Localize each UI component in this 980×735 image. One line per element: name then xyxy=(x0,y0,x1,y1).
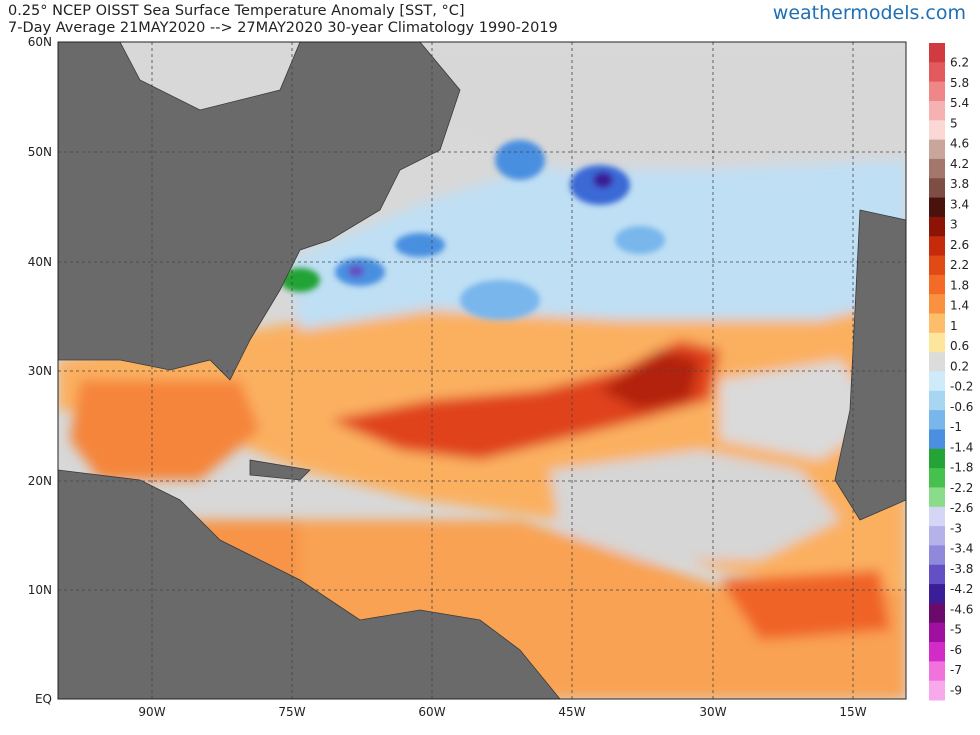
colorbar-label: 1 xyxy=(950,319,958,333)
colorbar-swatch xyxy=(929,603,945,624)
colorbar-label: -0.2 xyxy=(950,380,973,394)
brand-link[interactable]: weathermodels.com xyxy=(772,2,966,24)
colorbar-label: 5 xyxy=(950,116,958,130)
colorbar-label: -1 xyxy=(950,420,962,434)
lon-label-15w: 15W xyxy=(839,705,866,719)
map-plot-area xyxy=(58,42,906,699)
colorbar-swatch xyxy=(929,661,945,682)
colorbar-label: 4.6 xyxy=(950,137,969,151)
colorbar-label: -4.6 xyxy=(950,602,973,616)
colorbar-label: -7 xyxy=(950,663,962,677)
colorbar-swatch xyxy=(929,81,945,102)
colorbar-swatch xyxy=(929,680,945,701)
colorbar-swatch xyxy=(929,371,945,392)
colorbar-swatch xyxy=(929,216,945,237)
lon-label-90w: 90W xyxy=(138,705,165,719)
colorbar-swatch xyxy=(929,274,945,295)
lat-label-10n: 10N xyxy=(28,583,52,597)
lat-axis: 60N 50N 40N 30N 20N 10N EQ xyxy=(28,35,52,706)
colorbar-swatch xyxy=(929,429,945,450)
colorbar-label: -3.4 xyxy=(950,542,973,556)
colorbar-swatch xyxy=(929,410,945,430)
colorbar-swatch xyxy=(929,545,945,566)
colorbar-swatch xyxy=(929,178,945,199)
lat-label-40n: 40N xyxy=(28,255,52,269)
colorbar-label: -5 xyxy=(950,623,962,637)
colorbar-label: 5.4 xyxy=(950,96,969,110)
colorbar-swatch xyxy=(929,120,945,141)
lon-axis: 90W 75W 60W 45W 30W 15W xyxy=(138,705,866,719)
colorbar-label: 1.4 xyxy=(950,299,969,313)
colorbar-swatch xyxy=(929,468,945,488)
colorbar-swatch xyxy=(929,564,945,585)
colorbar-label: 3.8 xyxy=(950,177,969,191)
colorbar-swatch xyxy=(929,390,945,411)
colorbar-swatch xyxy=(929,332,945,353)
colorbar-label: 2.2 xyxy=(950,258,969,272)
colorbar-swatch xyxy=(929,255,945,276)
colorbar-swatch xyxy=(929,139,945,160)
colorbar-label: 0.6 xyxy=(950,339,969,353)
colorbar-label: 6.2 xyxy=(950,56,969,70)
lon-label-30w: 30W xyxy=(699,705,726,719)
lat-label-50n: 50N xyxy=(28,145,52,159)
colorbar-swatch xyxy=(929,352,945,372)
lat-label-20n: 20N xyxy=(28,474,52,488)
land xyxy=(58,42,906,699)
map-title: 0.25° NCEP OISST Sea Surface Temperature… xyxy=(8,3,465,19)
lon-label-45w: 45W xyxy=(558,705,585,719)
colorbar-swatch xyxy=(929,294,945,315)
colorbar-swatch xyxy=(929,642,945,662)
colorbar-swatch xyxy=(929,448,945,469)
colorbar-label: -2.6 xyxy=(950,501,973,515)
colorbar-label: 3 xyxy=(950,218,958,232)
lon-label-75w: 75W xyxy=(278,705,305,719)
colorbar-swatch xyxy=(929,622,945,643)
colorbar-label: -6 xyxy=(950,643,962,657)
map-frame xyxy=(57,41,907,700)
colorbar-swatch xyxy=(929,506,945,527)
colorbar-swatch xyxy=(929,100,945,121)
colorbar-swatch xyxy=(929,584,945,604)
colorbar-label: 1.8 xyxy=(950,278,969,292)
colorbar-legend: 6.2 5.8 5.4 5 4.6 4.2 3.8 3.4 3 2.6 2.2 1.8 1.4 1 0.6 0… xyxy=(929,43,973,701)
colorbar-swatch xyxy=(929,487,945,508)
colorbar-label: -1.4 xyxy=(950,440,973,454)
colorbar-label: 4.2 xyxy=(950,157,969,171)
cold-eddies xyxy=(280,140,665,320)
colorbar-label: -3 xyxy=(950,521,962,535)
colorbar-label: 3.4 xyxy=(950,197,969,211)
colorbar-label: -2.2 xyxy=(950,481,973,495)
colorbar-label: 2.6 xyxy=(950,238,969,252)
lat-label-eq: EQ xyxy=(35,692,52,706)
map-subtitle: 7-Day Average 21MAY2020 --> 27MAY2020 30… xyxy=(8,20,558,36)
lat-label-60n: 60N xyxy=(28,35,52,49)
colorbar-swatch xyxy=(929,526,945,546)
colorbar-swatch xyxy=(929,158,945,179)
colorbar-label: -3.8 xyxy=(950,562,973,576)
colorbar-label: -1.8 xyxy=(950,461,973,475)
lat-label-30n: 30N xyxy=(28,364,52,378)
graticule xyxy=(58,42,906,699)
colorbar-swatch xyxy=(929,313,945,334)
colorbar-swatch xyxy=(929,197,945,218)
colorbar-swatch xyxy=(929,62,945,83)
colorbar-label: -0.6 xyxy=(950,400,973,414)
colorbar-label: -4.2 xyxy=(950,582,973,596)
colorbar-label: -9 xyxy=(950,684,962,698)
colorbar-swatch xyxy=(929,236,945,257)
colorbar-swatch xyxy=(929,43,945,63)
lon-label-60w: 60W xyxy=(418,705,445,719)
colorbar-label: 5.8 xyxy=(950,76,969,90)
colorbar-label: 0.2 xyxy=(950,359,969,373)
